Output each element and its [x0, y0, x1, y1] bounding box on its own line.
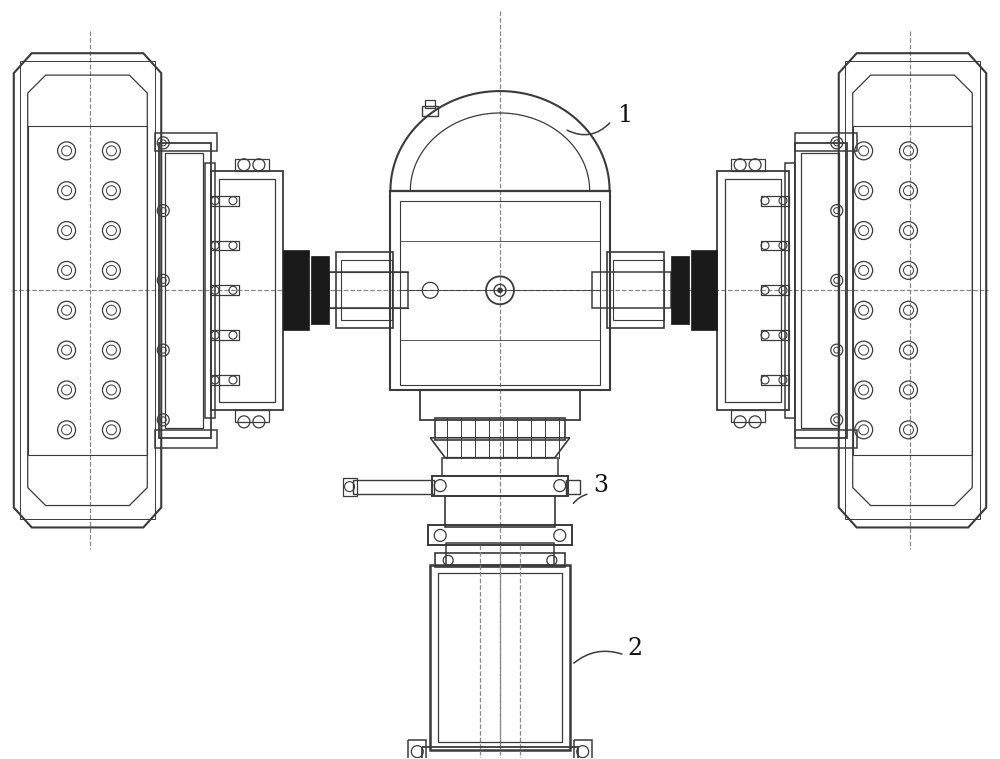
Bar [795, 143, 847, 438]
Bar [691, 250, 717, 330]
Bar [408, 740, 426, 759]
Bar [801, 153, 839, 428]
Text: 1: 1 [618, 105, 633, 128]
Bar [235, 410, 269, 422]
Bar [155, 430, 217, 448]
Bar [717, 171, 789, 410]
Bar [155, 133, 217, 151]
Bar [795, 430, 857, 448]
Bar [219, 178, 275, 402]
Bar [425, 100, 435, 108]
Bar [353, 480, 434, 493]
Bar [574, 740, 592, 759]
Bar [422, 106, 438, 116]
Text: 2: 2 [628, 637, 643, 660]
Text: 3: 3 [594, 474, 609, 497]
Bar [442, 458, 558, 476]
Bar [390, 191, 610, 390]
Bar [343, 477, 357, 496]
Bar [432, 476, 568, 496]
Bar [283, 250, 309, 330]
Bar [159, 143, 211, 438]
Bar [165, 153, 203, 428]
Bar [28, 126, 147, 455]
Bar [438, 573, 562, 742]
Bar [430, 565, 570, 750]
Bar [607, 253, 664, 328]
Bar [329, 272, 408, 308]
Bar [235, 159, 269, 171]
Bar [845, 61, 980, 519]
Circle shape [498, 288, 502, 292]
Bar [725, 178, 781, 402]
Bar [761, 285, 789, 295]
Bar [446, 543, 554, 565]
Bar [761, 375, 789, 385]
Bar [435, 418, 565, 439]
Bar [211, 285, 239, 295]
Bar [311, 257, 329, 324]
Bar [211, 171, 283, 410]
Bar [20, 61, 155, 519]
Bar [211, 241, 239, 250]
Bar [761, 241, 789, 250]
Bar [420, 390, 580, 420]
Bar [785, 162, 795, 418]
Bar [761, 196, 789, 206]
Bar [853, 126, 972, 455]
Bar [400, 200, 600, 385]
Bar [205, 162, 215, 418]
Bar [566, 480, 580, 493]
Bar [422, 747, 578, 759]
Bar [613, 260, 664, 320]
Bar [795, 133, 857, 151]
Bar [445, 496, 555, 528]
Bar [341, 260, 392, 320]
Bar [211, 330, 239, 340]
Bar [211, 196, 239, 206]
Bar [731, 410, 765, 422]
Bar [435, 553, 565, 567]
Bar [761, 330, 789, 340]
Bar [211, 375, 239, 385]
Bar [336, 253, 393, 328]
Bar [428, 525, 572, 546]
Bar [671, 257, 689, 324]
Bar [731, 159, 765, 171]
Bar [592, 272, 671, 308]
